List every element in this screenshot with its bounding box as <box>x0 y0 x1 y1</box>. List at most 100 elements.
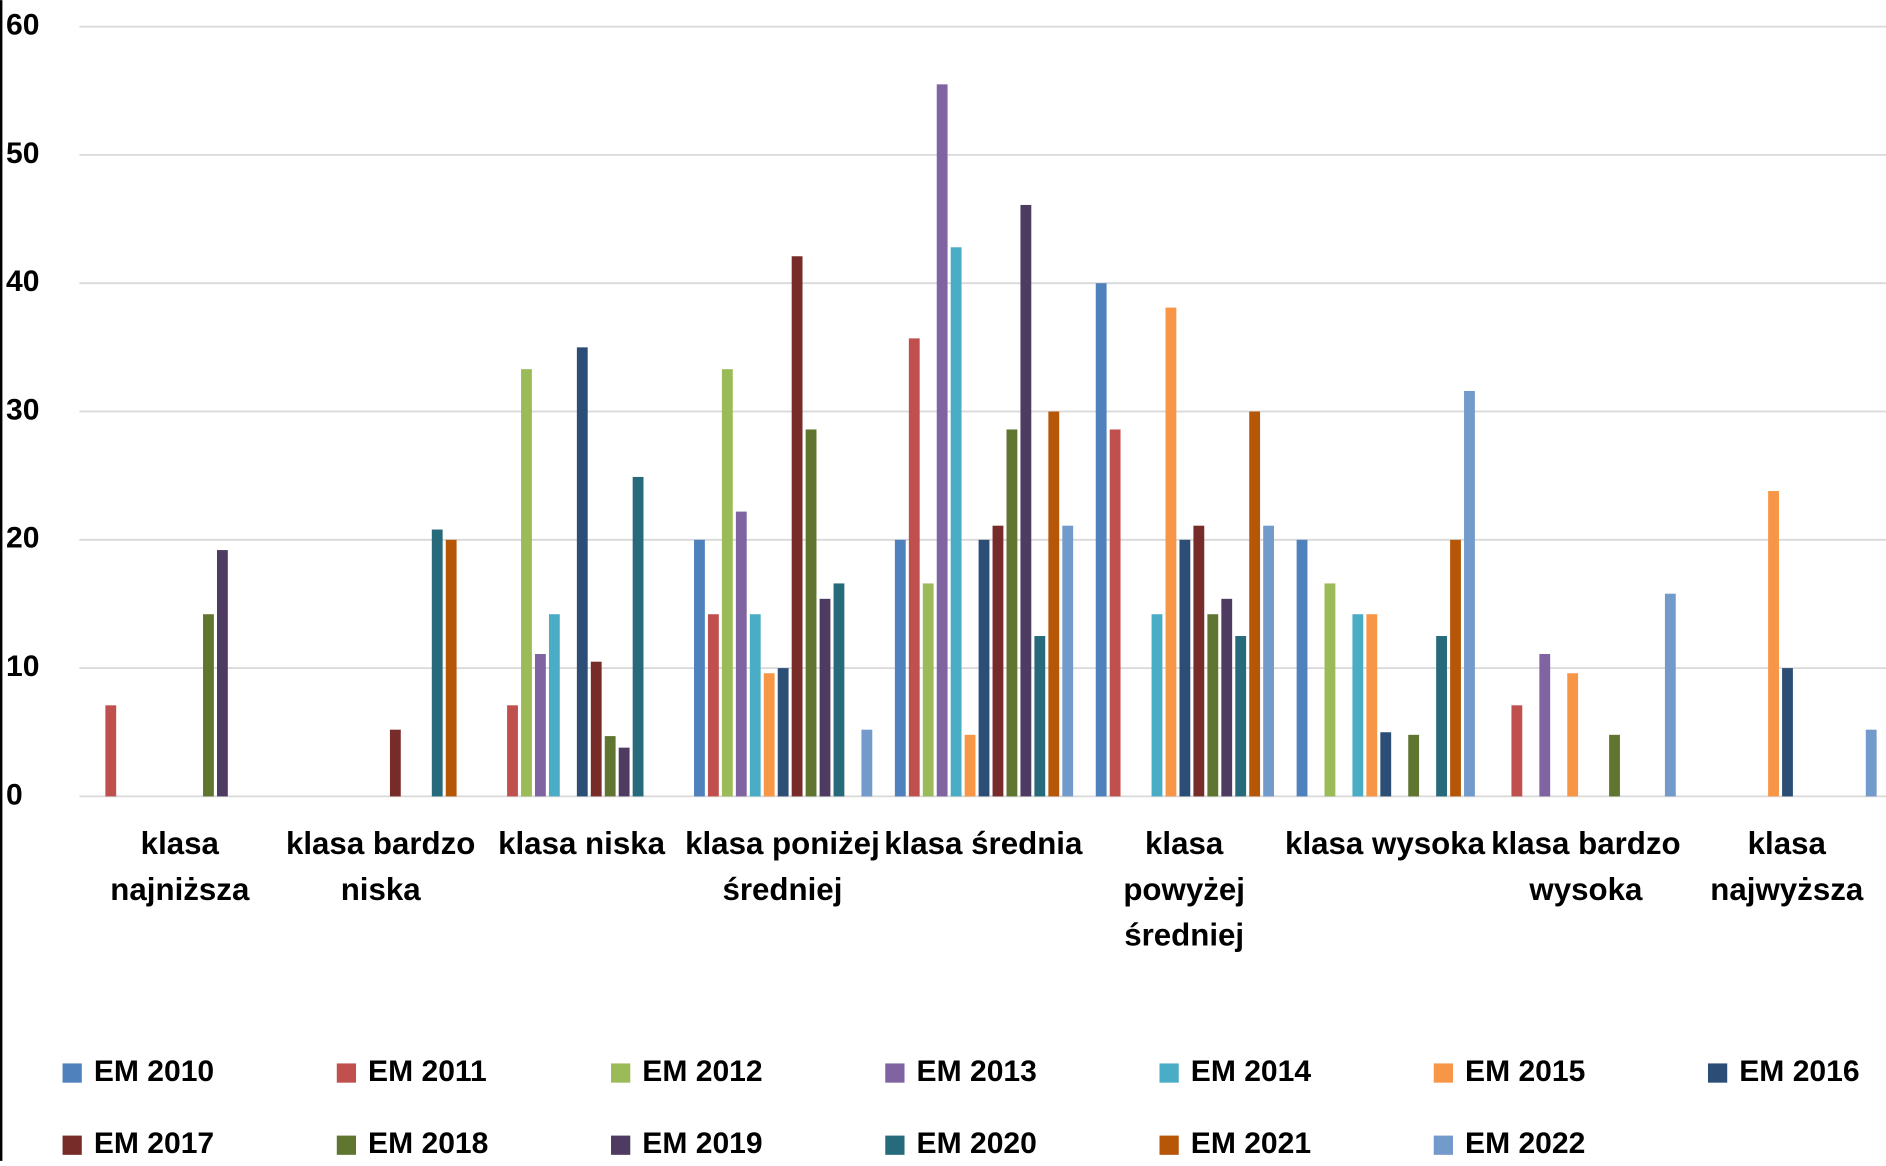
y-tick-label: 20 <box>6 522 39 555</box>
legend-label: EM 2021 <box>1191 1127 1311 1160</box>
bar <box>861 730 872 797</box>
x-tick-label-box: klasa wysoka <box>1283 820 1487 964</box>
legend-label: EM 2020 <box>917 1127 1037 1160</box>
legend-swatch <box>337 1136 356 1155</box>
x-tick-label-box: klasa bardzo niska <box>278 820 482 964</box>
y-tick-label: 40 <box>6 265 39 298</box>
legend-label: EM 2018 <box>368 1127 488 1160</box>
bar <box>1297 540 1308 797</box>
x-tick-label-box: klasa powyżej średniej <box>1082 820 1286 964</box>
bar <box>708 614 719 796</box>
legend-label: EM 2011 <box>368 1055 487 1088</box>
bar <box>446 540 457 797</box>
bar <box>535 654 546 796</box>
bar <box>1436 636 1447 796</box>
legend-label: EM 2016 <box>1739 1055 1859 1088</box>
legend-swatch <box>885 1063 904 1082</box>
bar <box>1567 673 1578 796</box>
bar <box>1380 732 1391 796</box>
y-tick-label: 60 <box>6 9 39 42</box>
x-tick-label-box: klasa najniższa <box>78 820 282 964</box>
bar <box>1768 491 1779 796</box>
x-tick-label: klasa bardzo wysoka <box>1484 820 1688 911</box>
bar <box>1263 526 1274 797</box>
bar <box>507 705 518 796</box>
bar <box>1193 526 1204 797</box>
bar <box>1110 429 1121 796</box>
bar <box>577 347 588 796</box>
bar <box>1235 636 1246 796</box>
y-tick-label: 30 <box>6 393 39 426</box>
x-tick-label: klasa wysoka <box>1283 820 1487 866</box>
bar <box>432 530 443 797</box>
y-tick-label: 50 <box>6 137 39 170</box>
bar <box>895 540 906 797</box>
bar <box>1034 636 1045 796</box>
bar <box>834 583 845 796</box>
x-tick-label: klasa średnia <box>881 820 1085 866</box>
bar <box>792 256 803 796</box>
bar <box>1166 308 1177 797</box>
bar <box>1207 614 1218 796</box>
bar <box>390 730 401 797</box>
x-tick-label: klasa najwyższa <box>1685 820 1886 911</box>
bar <box>1450 540 1461 797</box>
bar <box>951 247 962 796</box>
x-tick-label-box: klasa średnia <box>881 820 1085 964</box>
bar <box>778 668 789 796</box>
bar <box>722 369 733 796</box>
legend-label: EM 2012 <box>642 1055 762 1088</box>
bar <box>923 583 934 796</box>
bar <box>1020 205 1031 796</box>
legend-swatch <box>611 1136 630 1155</box>
bar <box>105 705 116 796</box>
x-tick-label-box: klasa bardzo wysoka <box>1484 820 1688 964</box>
bar <box>1249 412 1260 797</box>
bar <box>1352 614 1363 796</box>
x-tick-label: klasa niska <box>479 820 683 866</box>
bar <box>619 748 630 797</box>
bar <box>1866 730 1877 797</box>
bar <box>750 614 761 796</box>
bar <box>1609 735 1620 797</box>
bar <box>736 512 747 797</box>
legend-swatch <box>1434 1136 1453 1155</box>
legend-label: EM 2017 <box>94 1127 214 1160</box>
bar <box>1325 583 1336 796</box>
bar <box>521 369 532 796</box>
bar <box>605 736 616 796</box>
x-tick-label: klasa najniższa <box>78 820 282 911</box>
legend-label: EM 2019 <box>642 1127 762 1160</box>
bar <box>1179 540 1190 797</box>
bar <box>1062 526 1073 797</box>
bar <box>1782 668 1793 796</box>
x-tick-label-box: klasa poniżej średniej <box>680 820 884 964</box>
legend-swatch <box>1160 1063 1179 1082</box>
bar <box>694 540 705 797</box>
bar <box>1464 391 1475 796</box>
legend-swatch <box>63 1063 82 1082</box>
bar <box>806 429 817 796</box>
bar <box>1408 735 1419 797</box>
bar <box>937 84 948 796</box>
bar <box>1539 654 1550 796</box>
bar <box>764 673 775 796</box>
bar <box>1048 412 1059 797</box>
y-tick-label: 0 <box>6 778 23 811</box>
x-tick-label: klasa poniżej średniej <box>680 820 884 911</box>
legend-swatch <box>337 1063 356 1082</box>
legend-swatch <box>63 1136 82 1155</box>
bar <box>1007 429 1018 796</box>
bar <box>591 662 602 797</box>
bar <box>1665 594 1676 797</box>
legend-swatch <box>1708 1063 1727 1082</box>
legend-swatch <box>611 1063 630 1082</box>
chart: 0102030405060klasa najniższaklasa bardzo… <box>0 0 1886 1161</box>
bar <box>1366 614 1377 796</box>
legend-label: EM 2010 <box>94 1055 214 1088</box>
legend-label: EM 2014 <box>1191 1055 1312 1088</box>
bar <box>1096 283 1107 796</box>
bar <box>820 599 831 797</box>
bar <box>1511 705 1522 796</box>
bar <box>965 735 976 797</box>
